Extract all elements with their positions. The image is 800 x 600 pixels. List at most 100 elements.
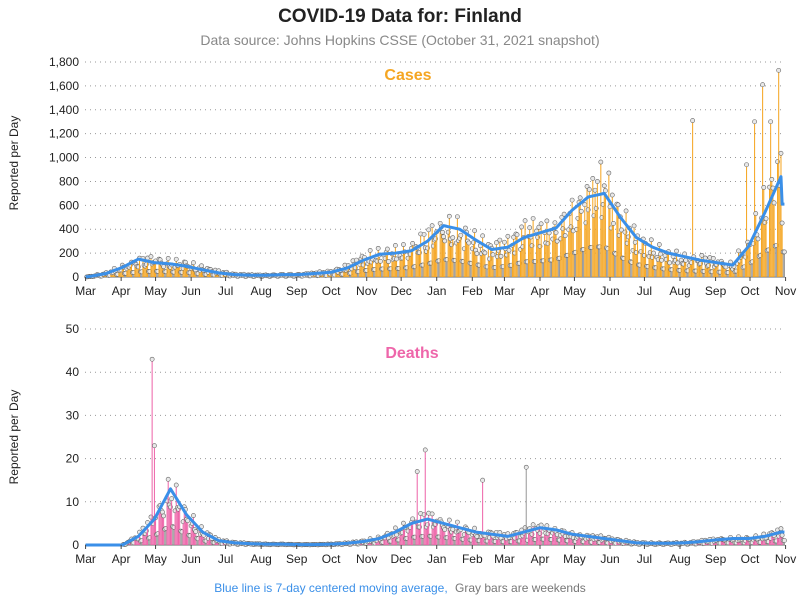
- deaths-point: [530, 522, 536, 528]
- cases-point: [148, 254, 154, 259]
- footnote: Blue line is 7-day centered moving avera…: [214, 581, 586, 595]
- cases-point: [480, 233, 486, 239]
- cases-moving-average: [85, 175, 785, 279]
- cases-point: [578, 208, 584, 214]
- deaths-x-tick-label: Jan: [427, 552, 446, 566]
- cases-point: [482, 250, 488, 256]
- cases-point: [393, 243, 398, 248]
- cases-point: [768, 119, 774, 125]
- cases-point: [378, 258, 383, 264]
- deaths-point: [523, 464, 529, 470]
- cases-point: [598, 159, 604, 165]
- cases-x-ticks: Mar Apr May Jun Jul Aug Sep Oct Nov Dec Jan Feb Mar A…: [75, 277, 796, 298]
- deaths-x-tick-label: Nov: [356, 552, 377, 566]
- cases-point: [674, 248, 679, 254]
- cases-point: [590, 176, 596, 181]
- cases-point: [782, 249, 787, 255]
- deaths-point: [446, 517, 452, 523]
- cases-point: [454, 214, 460, 220]
- deaths-point: [393, 525, 398, 531]
- cases-point: [505, 233, 511, 239]
- deaths-y-tick-label: 20: [66, 452, 80, 466]
- cases-point: [429, 223, 435, 229]
- cases-point: [648, 237, 654, 243]
- cases-point: [776, 67, 782, 73]
- deaths-x-tick-label: Mar: [494, 552, 515, 566]
- cases-x-tick-label: Oct: [741, 284, 760, 298]
- cases-point: [490, 252, 496, 258]
- deaths-point: [191, 513, 196, 518]
- cases-x-tick-label: May: [563, 284, 586, 298]
- deaths-y-tick-label: 40: [66, 365, 80, 379]
- cases-point: [199, 263, 204, 269]
- deaths-x-tick-label: Mar: [75, 552, 96, 566]
- cases-x-tick-label: May: [144, 284, 167, 298]
- deaths-bars: [121, 356, 787, 548]
- cases-y-tick-label: 1,200: [49, 127, 79, 141]
- cases-x-tick-label: Apr: [531, 284, 550, 298]
- deaths-x-tick-label: Jun: [181, 552, 200, 566]
- cases-point: [463, 225, 468, 231]
- cases-point: [458, 232, 464, 238]
- cases-point: [522, 218, 528, 224]
- cases-point: [514, 232, 520, 238]
- cases-y-tick-label: 600: [59, 198, 79, 212]
- deaths-point: [480, 477, 486, 483]
- cases-y-axis-label: Reported per Day: [7, 116, 21, 211]
- deaths-x-tick-label: Dec: [390, 552, 411, 566]
- cases-point: [769, 176, 775, 182]
- cases-x-tick-label: Mar: [75, 284, 96, 298]
- cases-point: [506, 247, 512, 253]
- cases-point: [450, 235, 456, 241]
- cases-x-tick-label: Sep: [705, 284, 727, 298]
- deaths-panel-title: Deaths: [385, 345, 438, 362]
- cases-x-tick-label: Aug: [669, 284, 690, 298]
- deaths-point: [185, 518, 191, 524]
- chart-title: COVID-19 Data for: Finland: [278, 6, 522, 27]
- cases-y-tick-label: 1,000: [49, 151, 79, 165]
- cases-point: [552, 220, 558, 226]
- deaths-point: [401, 520, 406, 526]
- cases-point: [586, 187, 592, 192]
- cases-point: [446, 213, 452, 219]
- cases-point: [472, 228, 477, 234]
- deaths-x-tick-label: Aug: [669, 552, 690, 566]
- cases-point: [191, 260, 196, 266]
- cases-point: [667, 260, 673, 266]
- cases-point: [386, 259, 391, 264]
- cases-point: [426, 227, 432, 233]
- cases-point: [527, 225, 533, 231]
- cases-point: [710, 255, 716, 261]
- deaths-point: [442, 527, 448, 533]
- cases-point: [659, 257, 665, 263]
- cases-moving-average-line: [85, 175, 785, 279]
- deaths-x-ticks: Mar Apr May Jun Jul Aug Sep Oct Nov Dec Jan Feb Mar A…: [75, 545, 796, 566]
- cases-point: [763, 216, 769, 222]
- cases-point: [582, 202, 588, 208]
- cases-point: [690, 118, 696, 123]
- deaths-point: [454, 519, 460, 525]
- chart-subtitle: Data source: Johns Hopkins CSSE (October…: [200, 32, 599, 48]
- deaths-moving-average: [85, 487, 785, 547]
- cases-x-tick-label: Apr: [112, 284, 131, 298]
- deaths-point: [169, 496, 175, 502]
- cases-point: [656, 242, 662, 247]
- cases-point: [394, 256, 399, 262]
- deaths-x-tick-label: Oct: [741, 552, 760, 566]
- cases-point: [161, 264, 167, 270]
- cases-point: [562, 233, 568, 239]
- cases-x-tick-label: Sep: [286, 284, 308, 298]
- cases-point: [561, 211, 567, 217]
- cases-point: [760, 82, 766, 88]
- cases-point: [611, 221, 616, 226]
- cases-y-tick-label: 1,800: [49, 55, 79, 69]
- deaths-x-tick-label: Jul: [637, 552, 652, 566]
- cases-point: [410, 240, 416, 246]
- cases-point: [752, 119, 757, 125]
- deaths-point: [422, 447, 428, 453]
- deaths-x-tick-label: Nov: [775, 552, 796, 566]
- cases-point: [771, 200, 777, 206]
- deaths-point: [149, 356, 155, 362]
- deaths-x-tick-label: Sep: [286, 552, 308, 566]
- cases-x-tick-label: Aug: [250, 284, 271, 298]
